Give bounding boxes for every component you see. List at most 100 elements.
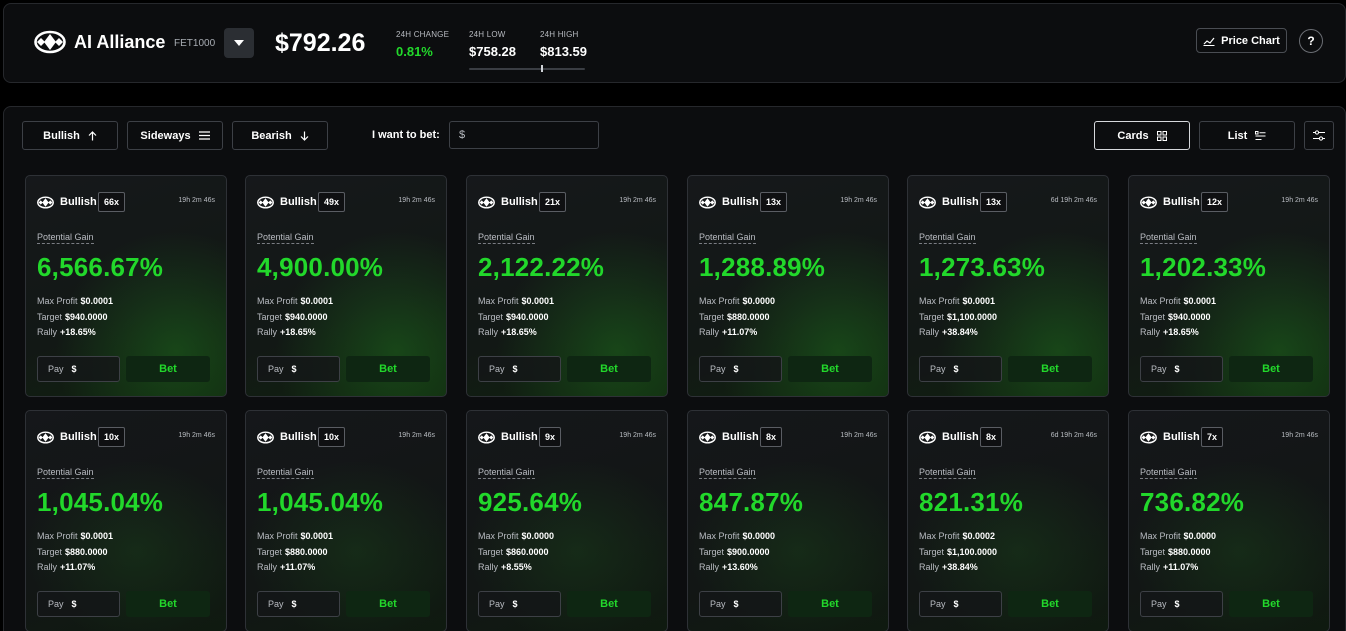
bet-card[interactable]: Bullish 21x 19h 2m 46s Potential Gain 2,…: [466, 175, 668, 397]
pay-label: Pay: [48, 364, 64, 374]
target-value: $880.0000: [285, 547, 328, 557]
rally-value: +11.07%: [60, 562, 96, 572]
max-profit-value: $0.0001: [80, 531, 114, 541]
bearish-filter-button[interactable]: Bearish: [232, 121, 328, 150]
card-direction: Bullish: [501, 431, 538, 443]
pay-amount-input[interactable]: Pay $: [699, 591, 782, 617]
bet-card[interactable]: Bullish 9x 19h 2m 46s Potential Gain 925…: [466, 410, 668, 631]
potential-gain-label: Potential Gain: [257, 232, 314, 244]
target-value: $1,100.0000: [947, 312, 998, 322]
bet-card[interactable]: Bullish 7x 19h 2m 46s Potential Gain 736…: [1128, 410, 1330, 631]
rally-value: +18.65%: [60, 327, 96, 337]
alliance-logo-icon: [34, 30, 66, 54]
bet-button[interactable]: Bet: [1229, 356, 1313, 382]
alliance-logo-icon: [699, 196, 716, 209]
pay-amount-input[interactable]: Pay $: [919, 591, 1002, 617]
price-chart-button[interactable]: Price Chart: [1196, 28, 1287, 53]
bet-card[interactable]: Bullish 8x 19h 2m 46s Potential Gain 847…: [687, 410, 889, 631]
bet-button[interactable]: Bet: [1229, 591, 1313, 617]
max-profit-label: Max Profit: [478, 531, 519, 541]
target-label: Target: [919, 547, 945, 557]
asset-ticker: FET1000: [174, 38, 216, 49]
target-row: Target $880.0000: [699, 312, 770, 322]
rally-row: Rally +11.07%: [1140, 562, 1198, 572]
pay-amount-input[interactable]: Pay $: [919, 356, 1002, 382]
pay-amount-input[interactable]: Pay $: [1140, 591, 1223, 617]
help-button[interactable]: ?: [1299, 29, 1323, 53]
potential-gain-label: Potential Gain: [919, 467, 976, 479]
bet-card[interactable]: Bullish 49x 19h 2m 46s Potential Gain 4,…: [245, 175, 447, 397]
card-multiplier-badge: 13x: [760, 192, 788, 212]
sideways-filter-label: Sideways: [140, 129, 191, 142]
target-value: $940.0000: [65, 312, 108, 322]
potential-gain-value: 925.64%: [478, 487, 583, 517]
bet-button[interactable]: Bet: [567, 591, 651, 617]
bullish-filter-button[interactable]: Bullish: [22, 121, 118, 150]
target-value: $880.0000: [65, 547, 108, 557]
max-profit-label: Max Profit: [699, 531, 740, 541]
pay-amount-input[interactable]: Pay $: [37, 591, 120, 617]
list-view-button[interactable]: List: [1199, 121, 1295, 150]
bet-card[interactable]: Bullish 12x 19h 2m 46s Potential Gain 1,…: [1128, 175, 1330, 397]
max-profit-label: Max Profit: [37, 296, 78, 306]
max-profit-value: $0.0002: [962, 531, 996, 541]
pay-currency: $: [733, 599, 739, 609]
potential-gain-value: 4,900.00%: [257, 252, 384, 282]
potential-gain-value: 1,045.04%: [257, 487, 384, 517]
pay-amount-input[interactable]: Pay $: [478, 591, 561, 617]
bet-card[interactable]: Bullish 10x 19h 2m 46s Potential Gain 1,…: [25, 410, 227, 631]
pay-label: Pay: [268, 599, 284, 609]
pay-amount-input[interactable]: Pay $: [257, 356, 340, 382]
max-profit-row: Max Profit $0.0001: [1140, 296, 1216, 306]
target-label: Target: [699, 312, 725, 322]
bet-button[interactable]: Bet: [346, 356, 430, 382]
pay-amount-input[interactable]: Pay $: [257, 591, 340, 617]
price-chart-label: Price Chart: [1221, 34, 1280, 47]
asset-dropdown-button[interactable]: [224, 28, 254, 58]
bet-card[interactable]: Bullish 13x 6d 19h 2m 46s Potential Gain…: [907, 175, 1109, 397]
max-profit-row: Max Profit $0.0001: [919, 296, 995, 306]
alliance-logo-icon: [919, 196, 936, 209]
card-time-remaining: 19h 2m 46s: [178, 197, 215, 204]
list-icon: [1255, 130, 1266, 140]
max-profit-label: Max Profit: [257, 296, 298, 306]
bet-card[interactable]: Bullish 10x 19h 2m 46s Potential Gain 1,…: [245, 410, 447, 631]
target-row: Target $880.0000: [257, 547, 328, 557]
card-direction: Bullish: [1163, 431, 1200, 443]
card-multiplier-badge: 21x: [539, 192, 567, 212]
filter-settings-button[interactable]: [1304, 121, 1334, 150]
bet-button[interactable]: Bet: [788, 591, 872, 617]
max-profit-label: Max Profit: [1140, 531, 1181, 541]
bet-button[interactable]: Bet: [1008, 356, 1092, 382]
bet-amount-placeholder: $: [459, 129, 466, 141]
rally-row: Rally +38.84%: [919, 327, 978, 337]
rally-value: +18.65%: [501, 327, 537, 337]
pay-amount-input[interactable]: Pay $: [699, 356, 782, 382]
sideways-filter-button[interactable]: Sideways: [127, 121, 223, 150]
pay-amount-input[interactable]: Pay $: [1140, 356, 1223, 382]
alliance-logo-icon: [699, 431, 716, 444]
target-row: Target $880.0000: [1140, 547, 1211, 557]
bet-card[interactable]: Bullish 13x 19h 2m 46s Potential Gain 1,…: [687, 175, 889, 397]
bet-card[interactable]: Bullish 8x 6d 19h 2m 46s Potential Gain …: [907, 410, 1109, 631]
alliance-logo-icon: [478, 431, 495, 444]
bet-amount-input[interactable]: $: [449, 121, 599, 149]
card-direction: Bullish: [60, 196, 97, 208]
target-label: Target: [699, 547, 725, 557]
bet-card[interactable]: Bullish 66x 19h 2m 46s Potential Gain 6,…: [25, 175, 227, 397]
potential-gain-value: 2,122.22%: [478, 252, 605, 282]
pay-currency: $: [953, 364, 959, 374]
pay-amount-input[interactable]: Pay $: [478, 356, 561, 382]
target-value: $880.0000: [1168, 547, 1211, 557]
bet-button[interactable]: Bet: [126, 356, 210, 382]
bet-button[interactable]: Bet: [1008, 591, 1092, 617]
pay-amount-input[interactable]: Pay $: [37, 356, 120, 382]
cards-view-button[interactable]: Cards: [1094, 121, 1190, 150]
bet-button[interactable]: Bet: [126, 591, 210, 617]
rally-label: Rally: [1140, 562, 1161, 572]
bet-button[interactable]: Bet: [788, 356, 872, 382]
high-value: $813.59: [540, 44, 587, 59]
alliance-logo-icon: [919, 431, 936, 444]
bet-button[interactable]: Bet: [567, 356, 651, 382]
bet-button[interactable]: Bet: [346, 591, 430, 617]
